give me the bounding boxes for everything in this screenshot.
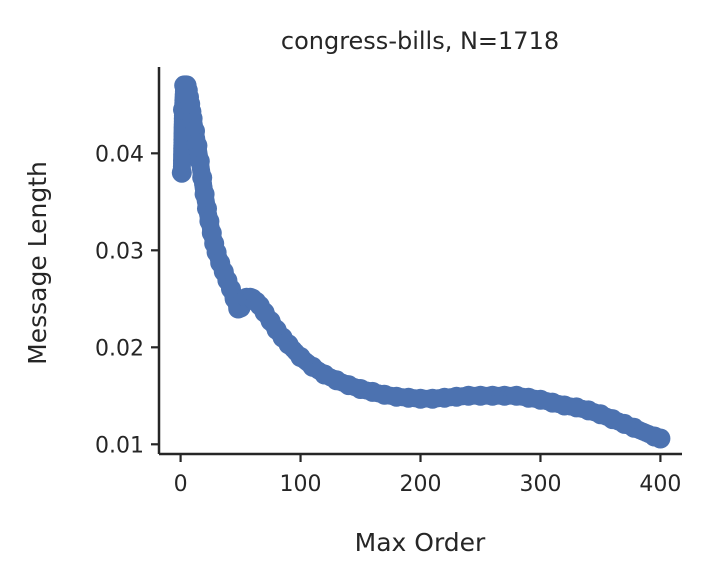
series-line: [180, 83, 663, 441]
y-tick-label: 0.01: [95, 433, 144, 458]
chart-title: congress-bills, N=1718: [281, 27, 559, 55]
x-tick-label: 200: [400, 472, 442, 497]
x-tick-label: 0: [174, 472, 188, 497]
x-tick-label: 400: [639, 472, 681, 497]
plot-area: [171, 75, 671, 449]
data-point: [650, 428, 671, 449]
axes: 0 100 200 300 400 0.01 0.02 0.03 0.04: [95, 67, 682, 497]
y-tick-label: 0.02: [95, 336, 144, 361]
x-tick-label: 100: [280, 472, 322, 497]
series-markers: [171, 75, 671, 449]
y-axis-label: Message Length: [23, 161, 52, 365]
x-tick-label: 300: [519, 472, 561, 497]
y-tick-label: 0.03: [95, 239, 144, 264]
x-axis-label: Max Order: [355, 528, 486, 557]
y-tick-label: 0.04: [95, 142, 144, 167]
